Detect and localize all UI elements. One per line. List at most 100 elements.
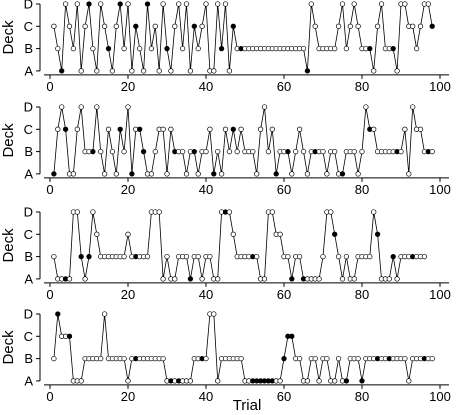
choice-point-filled [140, 148, 147, 155]
x-tick-label: 20 [121, 79, 135, 94]
choice-point-open [199, 276, 205, 282]
choice-point-filled [90, 148, 96, 155]
x-tick-label: 20 [121, 182, 135, 197]
choice-point-open [230, 231, 236, 237]
choice-point-open [339, 276, 346, 282]
choice-point-filled [390, 253, 396, 260]
choice-point-open [101, 23, 108, 29]
choice-point-open [207, 126, 213, 132]
choice-point-open [351, 148, 357, 155]
x-tick-label: 100 [429, 182, 451, 197]
choice-point-filled [339, 171, 346, 177]
y-tick-label-b: B [24, 351, 33, 366]
choice-point-open [374, 23, 381, 29]
choice-point-open [179, 148, 186, 155]
choice-point-open [265, 148, 272, 155]
choice-point-filled [55, 311, 61, 317]
choice-point-open [66, 23, 73, 29]
choice-point-open [254, 171, 260, 177]
x-tick-label: 80 [355, 182, 369, 197]
y-tick-label-c: C [24, 227, 33, 242]
choice-point-filled [117, 1, 123, 7]
choice-point-open [355, 355, 361, 362]
choice-point-open [140, 68, 147, 74]
x-tick-label: 60 [277, 79, 291, 94]
choice-point-open [410, 104, 416, 110]
choice-point-open [238, 355, 244, 362]
x-tick-label: 60 [277, 389, 291, 404]
choice-point-filled [211, 171, 217, 177]
choice-point-open [211, 311, 217, 317]
x-tick-label: 60 [277, 287, 291, 302]
choice-point-open [378, 1, 385, 7]
x-tick-label: 40 [199, 389, 213, 404]
choice-point-open [176, 1, 182, 7]
choice-point-open [367, 253, 373, 260]
choice-point-open [203, 355, 209, 362]
choice-point-filled [304, 68, 311, 74]
x-tick-label: 80 [355, 287, 369, 302]
choice-point-open [74, 209, 80, 215]
choice-point-open [125, 104, 131, 110]
choice-point-open [296, 253, 303, 260]
x-tick-label: 0 [46, 287, 53, 302]
x-axis-title: Trial [233, 397, 262, 414]
choice-point-open [261, 276, 268, 282]
choice-point-filled [367, 45, 373, 52]
x-tick-label: 100 [429, 287, 451, 302]
choice-point-filled [86, 253, 92, 260]
choice-point-open [148, 45, 155, 52]
choice-point-filled [66, 333, 73, 339]
choice-point-open [386, 276, 392, 282]
choice-point-filled [78, 253, 84, 260]
choice-point-open [199, 23, 205, 29]
choice-point-open [324, 355, 330, 362]
choice-point-open [121, 355, 127, 362]
choice-point-open [398, 148, 404, 155]
choice-point-open [82, 23, 88, 29]
choice-point-open [429, 148, 435, 155]
choice-point-open [332, 45, 338, 52]
choice-point-open [207, 253, 213, 260]
y-tick-label-d: D [24, 205, 33, 220]
choice-point-open [59, 104, 65, 110]
choice-point-open [203, 148, 209, 155]
choice-point-open [156, 209, 162, 215]
choice-point-open [289, 171, 295, 177]
choice-point-open [101, 311, 108, 317]
choice-point-open [410, 23, 416, 29]
choice-point-filled [218, 45, 225, 52]
choice-point-open [109, 148, 116, 155]
x-tick-label: 100 [429, 79, 451, 94]
choice-point-open [121, 148, 127, 155]
choice-point-open [70, 171, 77, 177]
choice-point-open [168, 68, 174, 74]
choice-point-open [55, 45, 61, 52]
choice-point-open [359, 148, 365, 155]
choice-point-open [413, 45, 420, 52]
x-tick-label: 20 [121, 389, 135, 404]
choice-point-open [98, 1, 104, 7]
choice-point-filled [164, 45, 170, 52]
choice-point-open [421, 253, 428, 260]
choice-point-open [328, 209, 334, 215]
choice-point-open [417, 126, 424, 132]
choice-point-open [172, 23, 178, 29]
choice-point-open [320, 253, 326, 260]
choice-point-open [183, 171, 190, 177]
y-axis-title: Deck [0, 20, 17, 55]
choice-point-open [125, 378, 131, 384]
choice-point-open [78, 104, 84, 110]
choice-point-open [78, 68, 84, 74]
choice-point-open [74, 1, 80, 7]
choice-point-open [66, 276, 73, 282]
choice-point-open [222, 1, 229, 7]
choice-point-filled [133, 23, 139, 29]
x-tick-label: 0 [46, 79, 53, 94]
choice-point-filled [59, 68, 65, 74]
choice-point-open [304, 171, 311, 177]
choice-point-open [300, 45, 307, 52]
choice-point-open [324, 171, 330, 177]
